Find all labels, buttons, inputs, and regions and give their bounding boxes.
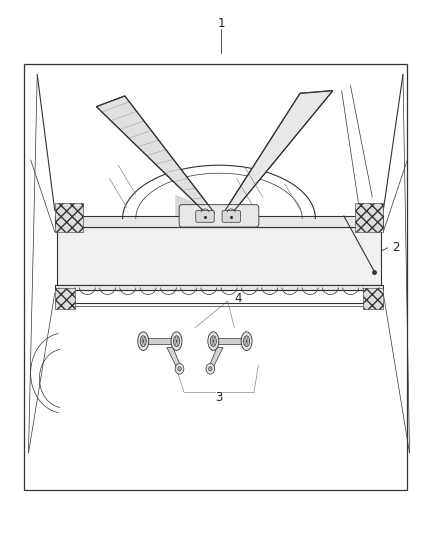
Ellipse shape <box>171 332 182 351</box>
Bar <box>55 216 383 227</box>
Text: 4: 4 <box>234 292 242 305</box>
Text: 3: 3 <box>215 391 223 403</box>
FancyBboxPatch shape <box>196 211 214 222</box>
Ellipse shape <box>173 336 180 346</box>
Bar <box>364 288 383 309</box>
Ellipse shape <box>244 336 250 346</box>
Bar <box>55 285 383 290</box>
FancyBboxPatch shape <box>222 211 240 222</box>
Text: 2: 2 <box>392 241 399 254</box>
Bar <box>55 288 74 309</box>
Text: 1: 1 <box>217 18 225 30</box>
Polygon shape <box>175 195 215 216</box>
Bar <box>216 338 244 344</box>
Ellipse shape <box>241 332 252 351</box>
Bar <box>146 338 174 344</box>
Bar <box>57 227 381 285</box>
Ellipse shape <box>138 332 148 351</box>
Circle shape <box>175 364 184 374</box>
Bar <box>24 64 407 490</box>
Circle shape <box>208 367 212 371</box>
Polygon shape <box>96 96 215 213</box>
Bar <box>55 203 83 232</box>
Polygon shape <box>208 348 223 369</box>
Ellipse shape <box>208 332 219 351</box>
Circle shape <box>178 367 181 371</box>
Ellipse shape <box>210 336 216 346</box>
Bar <box>355 203 383 232</box>
Polygon shape <box>223 91 333 213</box>
Ellipse shape <box>140 336 146 346</box>
Polygon shape <box>167 348 182 369</box>
FancyBboxPatch shape <box>179 205 259 227</box>
Circle shape <box>206 364 215 374</box>
